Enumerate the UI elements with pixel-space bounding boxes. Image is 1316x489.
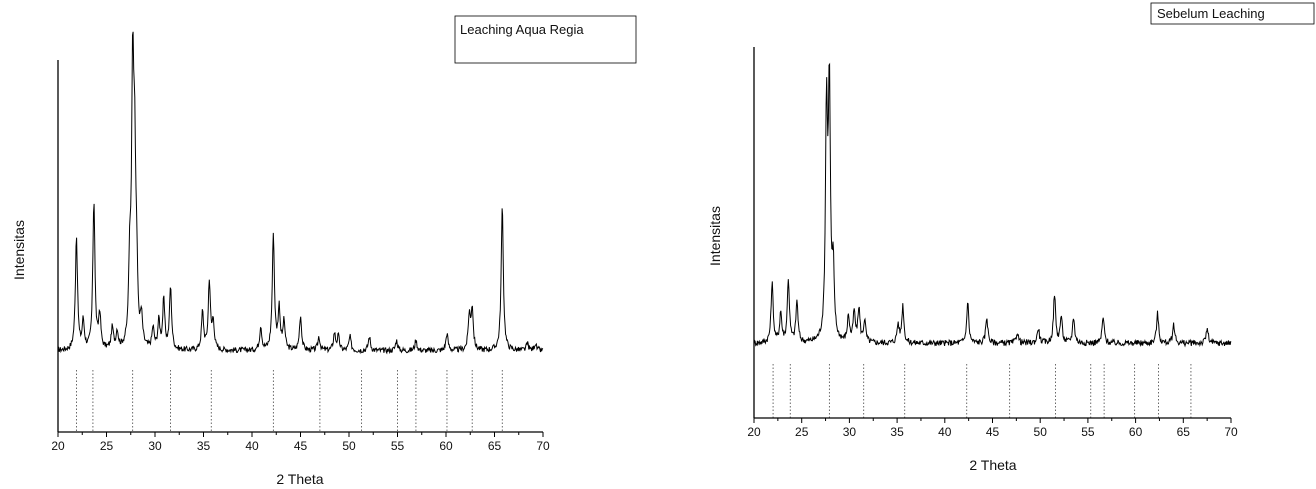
x-tick-label: 60 bbox=[439, 439, 453, 453]
x-tick-label: 55 bbox=[1081, 425, 1095, 439]
legend-box bbox=[1150, 2, 1315, 25]
x-tick-label: 45 bbox=[986, 425, 1000, 439]
xrd-panel-leaching-aqua-regia: 20 25 30 35 40 45 50 55 60 65 70 2 Theta Intensita… bbox=[11, 15, 637, 487]
x-tick-label: 40 bbox=[938, 425, 952, 439]
reference-lines bbox=[772, 364, 1192, 418]
xrd-panel-sebelum-leaching: 20 25 30 35 40 45 50 55 60 65 70 2 Theta Intensita… bbox=[707, 2, 1315, 473]
x-tick-label: 60 bbox=[1129, 425, 1143, 439]
x-tick-label: 30 bbox=[843, 425, 857, 439]
x-tick-label: 45 bbox=[294, 439, 308, 453]
x-tick-label: 55 bbox=[391, 439, 405, 453]
x-tick-label: 20 bbox=[51, 439, 65, 453]
legend-label: Leaching Aqua Regia bbox=[460, 22, 584, 37]
reference-lines bbox=[76, 370, 503, 432]
legend-box bbox=[454, 15, 637, 64]
x-tick-label: 70 bbox=[536, 439, 550, 453]
x-tick-label: 50 bbox=[342, 439, 356, 453]
x-axis-ticks: 20 25 30 35 40 45 50 55 60 65 70 bbox=[51, 432, 550, 453]
x-axis-title: 2 Theta bbox=[276, 471, 323, 487]
y-axis-title: Intensitas bbox=[707, 206, 723, 266]
x-tick-label: 30 bbox=[148, 439, 162, 453]
x-tick-label: 40 bbox=[245, 439, 259, 453]
x-tick-label: 65 bbox=[1177, 425, 1191, 439]
x-tick-label: 35 bbox=[890, 425, 904, 439]
y-axis-title: Intensitas bbox=[11, 220, 27, 280]
x-tick-label: 70 bbox=[1224, 425, 1238, 439]
x-axis-title: 2 Theta bbox=[969, 457, 1016, 473]
x-tick-label: 20 bbox=[747, 425, 761, 439]
x-axis-ticks: 20 25 30 35 40 45 50 55 60 65 70 bbox=[747, 418, 1238, 439]
x-tick-label: 35 bbox=[197, 439, 211, 453]
xrd-pattern-line bbox=[57, 31, 544, 355]
xrd-pattern-line bbox=[753, 62, 1232, 348]
x-tick-label: 50 bbox=[1034, 425, 1048, 439]
x-tick-label: 25 bbox=[795, 425, 809, 439]
legend-label: Sebelum Leaching bbox=[1157, 6, 1265, 21]
x-tick-label: 65 bbox=[488, 439, 502, 453]
x-tick-label: 25 bbox=[100, 439, 114, 453]
